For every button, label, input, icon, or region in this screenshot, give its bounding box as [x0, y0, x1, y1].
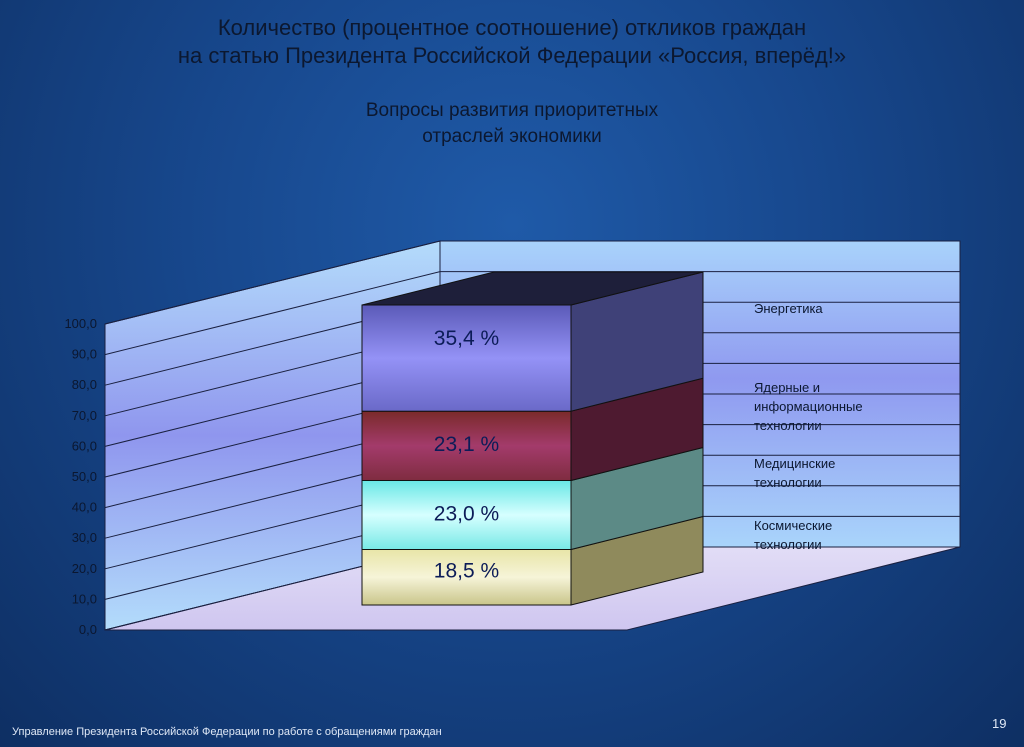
y-tick-label: 100,0 [64, 316, 97, 331]
chart-subtitle: Вопросы развития приоритетных отраслей э… [0, 98, 1024, 150]
y-tick-label: 60,0 [72, 438, 97, 453]
data-label: 23,0 % [434, 503, 499, 526]
legend-label: информационные [754, 399, 863, 414]
bar-top-face [361, 271, 704, 306]
legend-entry: Космические технологии [754, 518, 832, 552]
legend-label: технологии [754, 418, 822, 433]
legend-label: Ядерные и [754, 380, 820, 395]
chart-title-line-2: на статью Президента Российской Федераци… [177, 43, 847, 68]
legend-label: технологии [754, 537, 822, 552]
legend-label: Космические [754, 518, 832, 533]
legend-entry: Ядерные и информационные технологии [754, 380, 863, 433]
bar-segment [361, 304, 572, 412]
y-tick-label: 90,0 [72, 347, 97, 362]
bar-segment [361, 410, 572, 482]
bar-stack: 18,5 % 23,0 % 23,1 % 35,4 % [361, 271, 704, 606]
footer-text: Управление Президента Российской Федерац… [12, 726, 442, 738]
legend-label: Энергетика [754, 301, 823, 316]
y-tick-label: 50,0 [72, 469, 97, 484]
page-number: 19 [992, 716, 1007, 731]
y-tick-label: 80,0 [72, 377, 97, 392]
legend-entry: Энергетика [754, 301, 823, 316]
data-label: 18,5 % [434, 560, 499, 583]
bar-segment [361, 549, 572, 606]
gridline [104, 271, 960, 356]
legend-label: Медицинские [754, 456, 835, 471]
data-label: 35,4 % [434, 327, 499, 350]
y-tick-label: 10,0 [72, 591, 97, 606]
y-tick-label: 20,0 [72, 561, 97, 576]
chart-subtitle-line-1: Вопросы развития приоритетных [365, 100, 659, 121]
chart-subtitle-line-2: отраслей экономики [422, 126, 602, 147]
y-axis-ticks: 0,0 10,0 20,0 30,0 40,0 50,0 60,0 70,0 80,0 90,0 1… [64, 316, 97, 637]
gridline [104, 240, 960, 325]
legend-entry: Медицинские технологии [754, 456, 835, 490]
y-tick-label: 0,0 [79, 622, 97, 637]
y-tick-label: 70,0 [72, 408, 97, 423]
chart-title-line-1: Количество (процентное соотношение) откл… [217, 15, 807, 40]
legend: Энергетика Ядерные и информационные техноло… [754, 301, 863, 552]
y-tick-label: 40,0 [72, 500, 97, 515]
data-label: 23,1 % [434, 433, 499, 456]
y-tick-label: 30,0 [72, 530, 97, 545]
legend-label: технологии [754, 475, 822, 490]
chart-title: Количество (процентное соотношение) откл… [0, 14, 1024, 70]
bar-segment [361, 480, 572, 550]
